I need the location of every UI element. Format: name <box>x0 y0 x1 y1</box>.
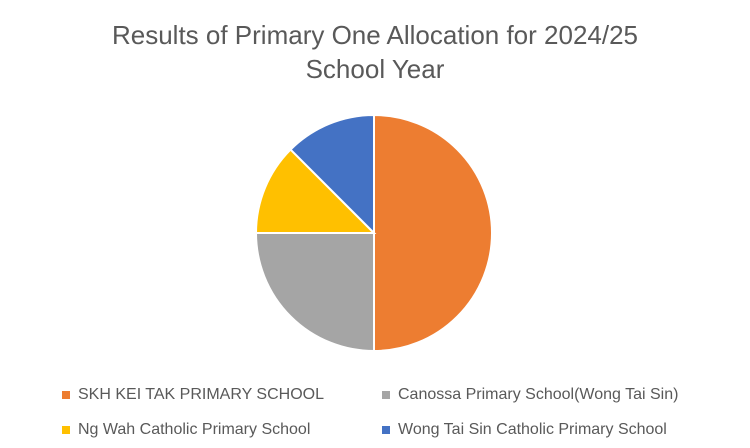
pie-slice <box>254 148 377 234</box>
legend-marker <box>62 426 70 434</box>
legend-marker <box>62 391 70 399</box>
chart-title: Results of Primary One Allocation for 20… <box>111 20 639 84</box>
legend-marker <box>382 426 390 434</box>
legend-label: Ng Wah Catholic Primary School <box>78 421 310 438</box>
legend-label: Wong Tai Sin Catholic Primary School <box>398 421 667 438</box>
pie-slice <box>289 113 375 236</box>
pie-slice <box>254 232 375 353</box>
legend-marker <box>382 391 390 399</box>
legend-label: Canossa Primary School(Wong Tai Sin) <box>398 386 678 403</box>
legend-label: SKH KEI TAK PRIMARY SCHOOL <box>78 386 324 403</box>
pie-slice <box>373 113 493 353</box>
